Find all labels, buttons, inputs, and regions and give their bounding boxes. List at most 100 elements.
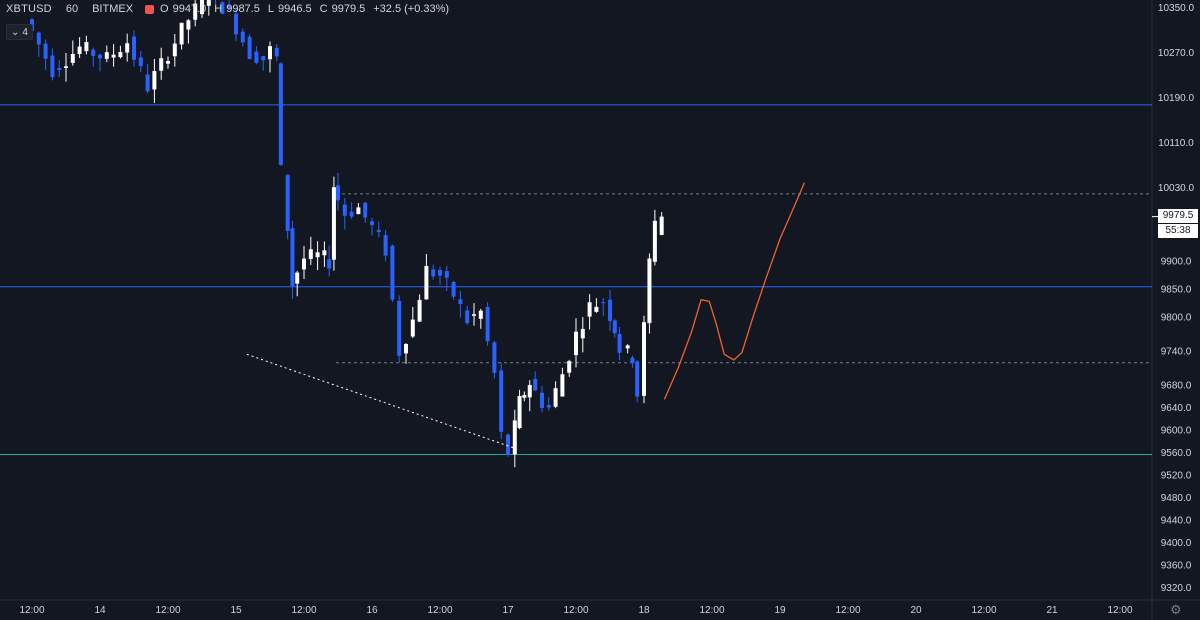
low-label: L xyxy=(267,3,274,15)
candle-body xyxy=(77,46,82,54)
projection-curve[interactable] xyxy=(663,182,806,400)
candle-body xyxy=(492,342,497,373)
candle-body xyxy=(485,306,490,342)
candle-body xyxy=(206,0,211,6)
high-label: H xyxy=(214,3,223,15)
candle-body xyxy=(331,187,336,260)
open-label: O xyxy=(160,3,169,15)
candle-body xyxy=(410,319,415,337)
trendline[interactable] xyxy=(246,353,514,449)
candle-body xyxy=(315,252,320,258)
candle-body xyxy=(179,22,184,45)
chart-legend: XBTUSD 60 BITMEX O 9947.0 H 9987.5 L 9946.5… xyxy=(6,3,449,15)
x-tick-label: 12:00 xyxy=(427,605,452,616)
candle-body xyxy=(546,405,551,408)
indicators-toggle[interactable]: ⌄ 4 xyxy=(6,24,33,40)
y-tick-label: 10190.0 xyxy=(1158,93,1195,104)
candle-body xyxy=(647,258,652,324)
y-tick-label: 9800.0 xyxy=(1161,313,1192,324)
candle-body xyxy=(376,229,381,232)
candle-body xyxy=(254,51,259,63)
candle-body xyxy=(104,52,109,59)
candle-body xyxy=(642,322,646,396)
x-tick-label: 12:00 xyxy=(291,605,316,616)
candle-body xyxy=(431,269,436,277)
candle-body xyxy=(478,310,483,319)
candle-body xyxy=(506,434,510,455)
x-tick-label: 12:00 xyxy=(563,605,588,616)
interval-label[interactable]: 60 xyxy=(65,3,79,15)
x-tick-label: 14 xyxy=(94,605,106,616)
y-tick-label: 9480.0 xyxy=(1161,493,1192,504)
y-tick-label: 9400.0 xyxy=(1161,538,1192,549)
candle-body xyxy=(111,54,116,58)
gear-icon[interactable]: ⚙ xyxy=(1170,602,1182,617)
candle-body xyxy=(227,5,232,9)
candle-body xyxy=(91,49,96,56)
low-value: 9946.5 xyxy=(277,3,312,15)
candle-body xyxy=(540,392,544,408)
x-tick-label: 12:00 xyxy=(155,605,180,616)
y-tick-label: 10270.0 xyxy=(1158,48,1195,59)
candle-body xyxy=(125,43,130,53)
y-tick-label: 9560.0 xyxy=(1161,448,1192,459)
candle-body xyxy=(517,396,522,429)
candle-body xyxy=(512,420,517,455)
indicator-count: 4 xyxy=(22,26,28,38)
x-tick-label: 15 xyxy=(230,605,242,616)
candle-body xyxy=(630,357,635,364)
candle-body xyxy=(193,3,198,20)
candle-body xyxy=(84,42,89,52)
candle-body xyxy=(50,55,55,78)
candle-body xyxy=(635,361,640,397)
candle-body xyxy=(659,216,664,235)
candle-body xyxy=(322,250,327,256)
candle-body xyxy=(336,185,340,201)
open-value: 9947.0 xyxy=(172,3,207,15)
candle-body xyxy=(240,31,245,43)
candle-body xyxy=(594,306,599,312)
candle-body xyxy=(290,228,295,286)
candle-body xyxy=(625,345,630,349)
x-tick-label: 12:00 xyxy=(971,605,996,616)
candle-body xyxy=(383,235,388,256)
candle-body xyxy=(327,259,332,269)
candle-body xyxy=(247,36,252,60)
candle-body xyxy=(118,52,123,58)
x-tick-label: 16 xyxy=(366,605,378,616)
candle-body xyxy=(617,333,622,353)
y-tick-label: 9320.0 xyxy=(1161,583,1192,594)
candle-body xyxy=(166,61,170,64)
candle-body xyxy=(451,281,456,297)
y-tick-label: 9850.0 xyxy=(1161,285,1192,296)
candle-body xyxy=(132,36,136,60)
candle-body xyxy=(138,57,143,67)
x-tick-label: 17 xyxy=(502,605,514,616)
candle-body xyxy=(370,221,374,225)
candle-body xyxy=(652,220,657,262)
candle-body xyxy=(438,270,442,276)
candle-body xyxy=(274,47,279,57)
candle-body xyxy=(567,361,572,373)
candle-body xyxy=(527,384,532,398)
candle-body xyxy=(295,272,300,284)
candle-body xyxy=(159,58,164,71)
candle-body xyxy=(234,13,238,35)
candle-body xyxy=(390,245,395,300)
candle-body xyxy=(612,320,617,334)
candle-body xyxy=(172,43,177,57)
candle-body xyxy=(152,71,157,90)
candle-body xyxy=(553,388,558,407)
market-status-icon xyxy=(145,4,155,14)
candle-body xyxy=(57,68,62,71)
countdown-tag: 55:38 xyxy=(1158,223,1198,238)
symbol-label[interactable]: XBTUSD xyxy=(6,3,52,15)
candle-body xyxy=(356,207,361,215)
exchange-label: BITMEX xyxy=(92,3,134,15)
candle-body xyxy=(587,302,592,317)
candle-body xyxy=(363,202,368,218)
candle-body xyxy=(268,46,272,60)
high-value: 9987.5 xyxy=(226,3,260,15)
